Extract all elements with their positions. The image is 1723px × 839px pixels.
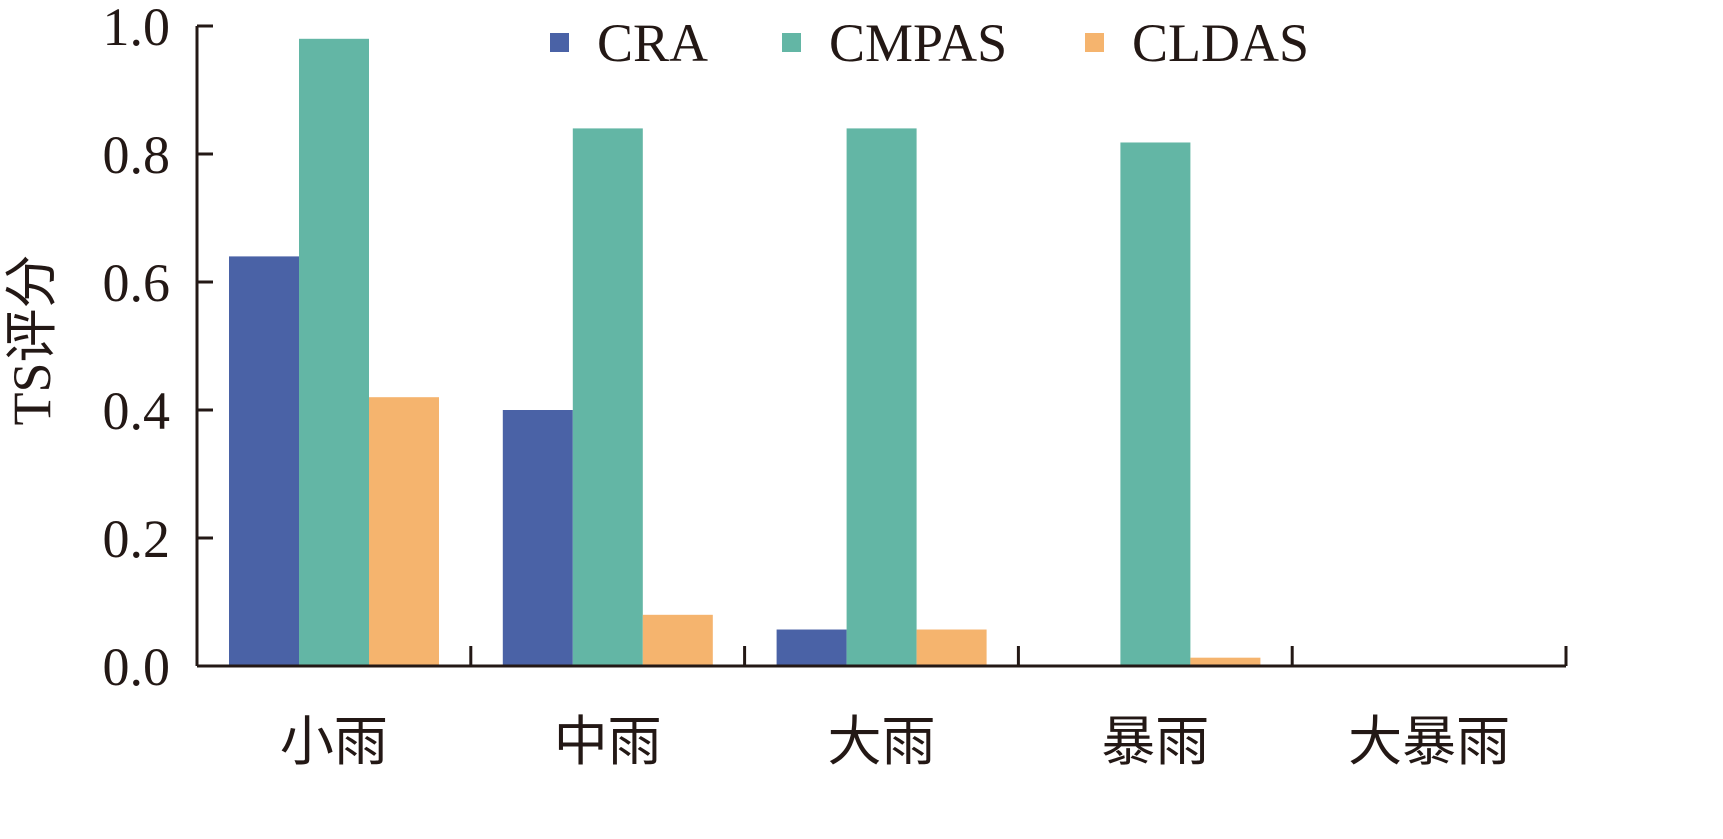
bars-group [229,38,1261,667]
y-tick-label: 0.2 [103,509,171,569]
bar-cldas-3 [916,629,987,666]
legend-label-cmpas: CMPAS [829,13,1007,73]
bar-cra-3 [776,629,847,666]
y-tick-label: 1.0 [103,0,171,57]
legend-swatch-cmpas [782,33,801,52]
y-tick-label: 0.4 [103,381,171,441]
x-category-label: 大暴雨 [1348,712,1510,772]
x-category-label: 暴雨 [1101,712,1209,772]
legend-swatch-cldas [1085,33,1104,52]
legend-label-cldas: CLDAS [1132,13,1309,73]
bar-cmpas-2 [572,128,643,666]
y-tick-label: 0.6 [103,253,171,313]
y-axis-title: TS评分 [2,254,62,425]
x-category-label: 小雨 [280,712,388,772]
axes-group [195,26,1566,668]
bar-cmpas-3 [846,128,917,666]
bar-cldas-4 [1190,657,1261,666]
y-tick-label: 0.8 [103,125,171,185]
x-category-label: 大雨 [828,712,936,772]
y-tick-label: 0.0 [103,637,171,697]
x-ticks-group: 小雨 中雨 大雨 暴雨 大暴雨 [280,646,1568,772]
bar-cra-1 [229,256,299,666]
bar-cldas-1 [369,397,439,666]
bar-cldas-2 [642,614,713,666]
x-category-label: 中雨 [554,712,662,772]
bar-cmpas-1 [299,38,369,667]
bar-cmpas-4 [1120,142,1191,667]
y-ticks-group: 0.0 0.2 0.4 0.6 0.8 1.0 [103,0,213,697]
legend-swatch-cra [550,33,569,52]
legend: CRA CMPAS CLDAS [550,13,1309,73]
bar-cra-2 [502,410,573,666]
legend-label-cra: CRA [597,13,708,73]
